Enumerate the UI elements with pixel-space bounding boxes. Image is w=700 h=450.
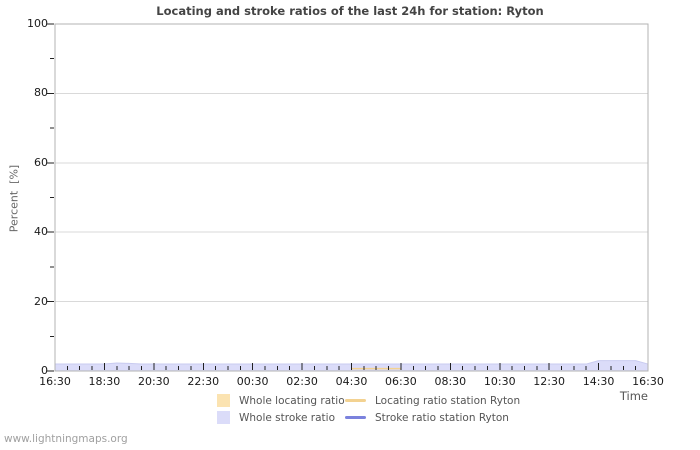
- x-tick-label: 10:30: [483, 375, 516, 388]
- legend-item-whole-stroke: Whole stroke ratio: [217, 411, 345, 424]
- x-tick-label: 22:30: [187, 375, 220, 388]
- stroke-station-line-swatch: [345, 416, 366, 419]
- x-tick-label: 00:30: [236, 375, 269, 388]
- y-axis-title: Percent [%]: [7, 164, 21, 233]
- y-tick-label: 0: [41, 364, 48, 377]
- x-tick-label: 16:30: [632, 375, 664, 388]
- legend-label: Whole stroke ratio: [239, 411, 335, 424]
- x-tick-label: 06:30: [385, 375, 417, 388]
- whole-stroke-swatch: [217, 411, 230, 424]
- whole-locating-swatch: [217, 394, 230, 407]
- x-tick-label: 18:30: [88, 375, 121, 388]
- x-tick-label: 12:30: [533, 375, 565, 388]
- y-tick-label: 60: [34, 155, 48, 169]
- x-tick-label: 20:30: [137, 375, 170, 388]
- y-tick-label: 80: [34, 86, 48, 100]
- x-tick-label: 04:30: [335, 375, 368, 388]
- legend-label: Locating ratio station Ryton: [375, 394, 521, 407]
- legend: Whole locating ratio Whole stroke ratio …: [217, 394, 520, 424]
- x-tick-label: 02:30: [286, 375, 318, 388]
- locating-station-line-swatch: [345, 399, 366, 402]
- legend-label: Stroke ratio station Ryton: [375, 411, 509, 424]
- x-tick-label: 08:30: [434, 375, 467, 388]
- watermark-link: www.lightningmaps.org: [4, 433, 128, 445]
- legend-item-whole-locating: Whole locating ratio: [217, 394, 345, 407]
- y-tick-label: 20: [34, 294, 48, 308]
- legend-item-locating-station: Locating ratio station Ryton: [345, 394, 520, 407]
- y-tick-label: 40: [34, 225, 48, 239]
- chart-title: Locating and stroke ratios of the last 2…: [156, 4, 544, 18]
- x-tick-label: 14:30: [582, 375, 615, 388]
- y-tick-label: 100: [27, 17, 48, 30]
- x-tick-label: 16:30: [39, 375, 71, 388]
- legend-item-stroke-station: Stroke ratio station Ryton: [345, 411, 520, 424]
- x-axis-title: Time: [619, 389, 648, 403]
- legend-label: Whole locating ratio: [239, 394, 345, 407]
